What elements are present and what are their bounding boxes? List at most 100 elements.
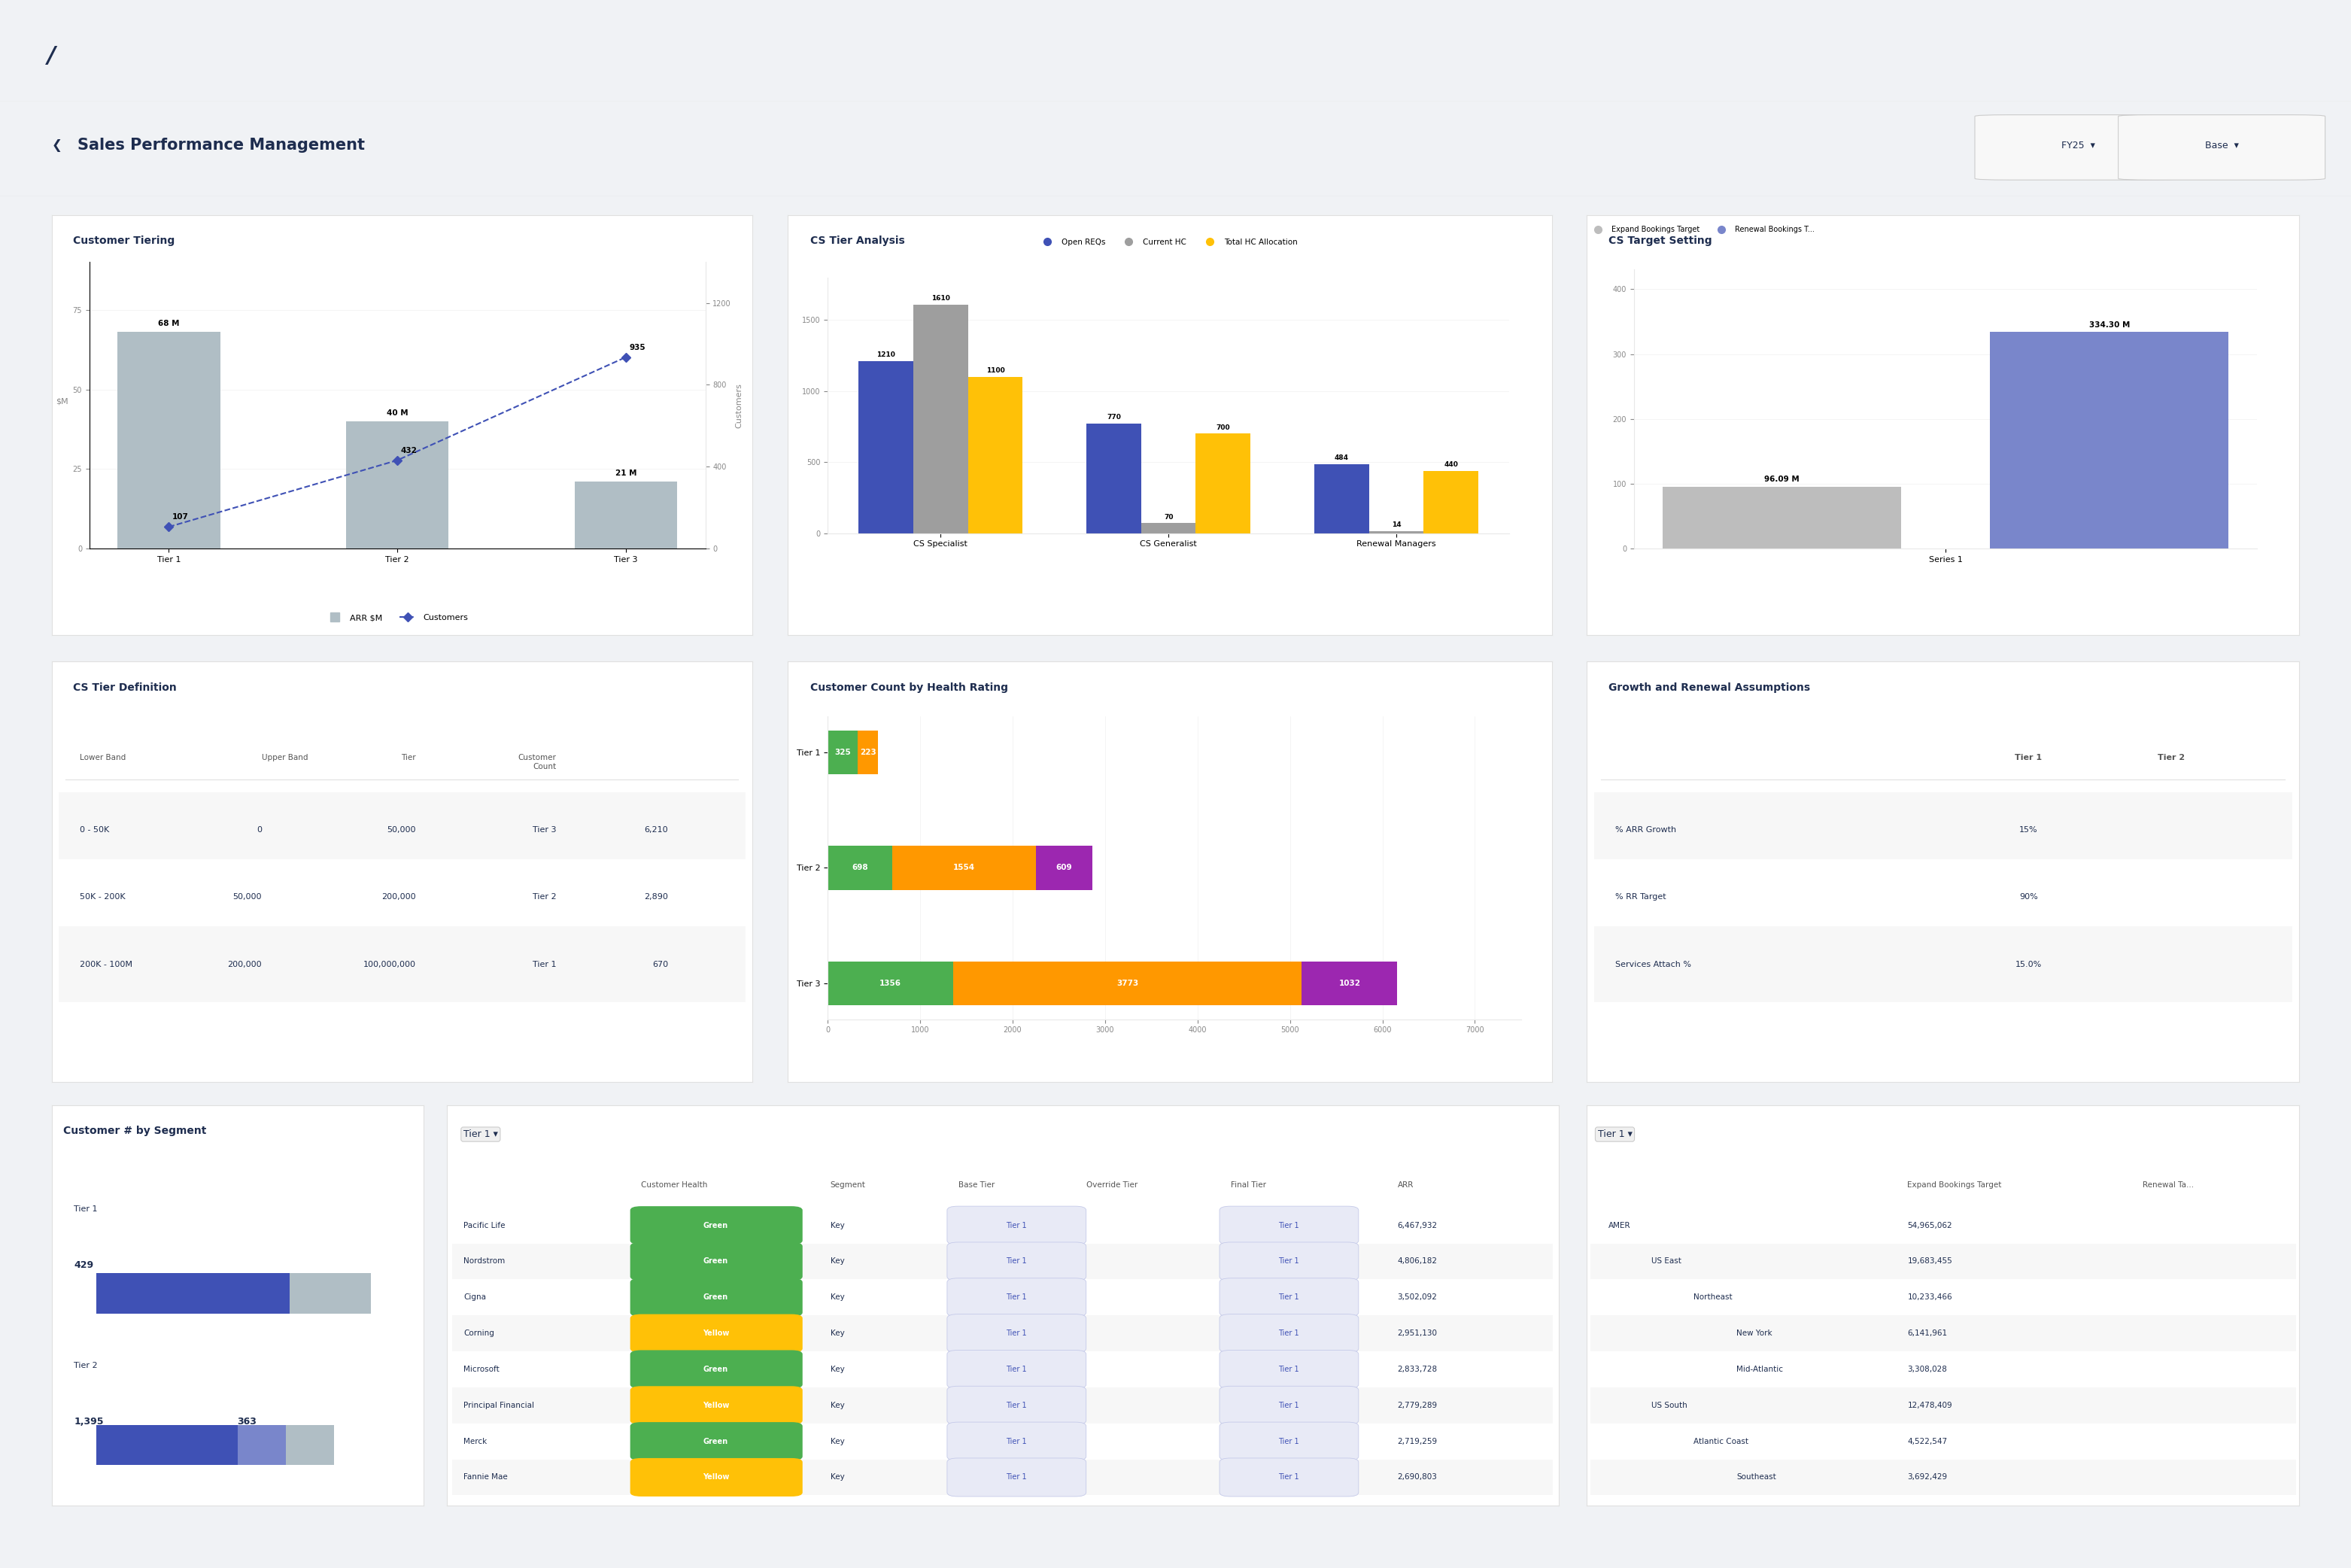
Text: CS Tier Analysis: CS Tier Analysis [811,235,905,246]
Text: Mid-Atlantic: Mid-Atlantic [1737,1366,1782,1374]
Text: 670: 670 [651,961,668,967]
FancyBboxPatch shape [630,1278,802,1317]
Text: 1610: 1610 [931,295,950,301]
FancyBboxPatch shape [1220,1458,1359,1496]
Text: Tier 1: Tier 1 [1279,1221,1298,1229]
Text: Tier 1: Tier 1 [1006,1258,1027,1265]
Text: Tier 1: Tier 1 [1279,1330,1298,1338]
Text: 3,308,028: 3,308,028 [1907,1366,1947,1374]
FancyBboxPatch shape [947,1206,1086,1245]
Bar [574,481,677,549]
Bar [952,961,1302,1005]
FancyBboxPatch shape [2118,114,2325,180]
FancyBboxPatch shape [1594,859,2292,935]
Text: Tier 1: Tier 1 [73,1206,99,1214]
Bar [912,304,969,533]
Bar [969,376,1023,533]
FancyBboxPatch shape [1592,1460,2295,1496]
FancyBboxPatch shape [630,1314,802,1353]
Text: 107: 107 [172,513,188,521]
Text: 1100: 1100 [985,367,1004,375]
FancyBboxPatch shape [1220,1314,1359,1353]
FancyBboxPatch shape [1220,1386,1359,1424]
FancyBboxPatch shape [947,1350,1086,1389]
FancyBboxPatch shape [59,927,745,1002]
FancyBboxPatch shape [630,1206,802,1245]
Text: Key: Key [830,1294,844,1301]
Text: Base Tier: Base Tier [959,1181,994,1189]
Text: Segment: Segment [830,1181,865,1189]
Text: Tier 1: Tier 1 [1006,1438,1027,1446]
Text: 2,779,289: 2,779,289 [1396,1402,1436,1410]
Text: CS Target Setting: CS Target Setting [1608,235,1712,246]
Text: Green: Green [703,1221,729,1229]
Text: 0 - 50K: 0 - 50K [80,826,108,834]
Text: Lower Band: Lower Band [80,754,127,762]
Text: Pacific Life: Pacific Life [463,1221,505,1229]
Text: 3773: 3773 [1117,980,1138,988]
Text: 6,467,932: 6,467,932 [1396,1221,1436,1229]
Text: Tier 1: Tier 1 [1006,1402,1027,1410]
Text: Key: Key [830,1402,844,1410]
Text: 12,478,409: 12,478,409 [1907,1402,1951,1410]
Text: 609: 609 [1056,864,1072,872]
FancyBboxPatch shape [947,1386,1086,1424]
FancyBboxPatch shape [1220,1350,1359,1389]
Text: 4,806,182: 4,806,182 [1396,1258,1436,1265]
Bar [828,731,858,775]
Text: % RR Target: % RR Target [1615,894,1667,900]
Legend: ARR $M, Customers: ARR $M, Customers [324,612,470,626]
Text: 96.09 M: 96.09 M [1763,475,1799,483]
Text: Green: Green [703,1366,729,1374]
Text: 50,000: 50,000 [233,894,261,900]
Text: Yellow: Yellow [703,1474,729,1482]
FancyBboxPatch shape [1592,1424,2295,1460]
Text: Green: Green [703,1294,729,1301]
Text: 363: 363 [237,1416,256,1427]
FancyBboxPatch shape [96,1425,237,1465]
Text: 484: 484 [1335,455,1349,461]
FancyBboxPatch shape [451,1388,1554,1424]
FancyBboxPatch shape [59,859,745,935]
Text: 1,395: 1,395 [73,1416,103,1427]
FancyBboxPatch shape [947,1278,1086,1317]
Bar [828,845,891,891]
FancyBboxPatch shape [451,1460,1554,1496]
Text: 6,210: 6,210 [644,826,668,834]
Text: Tier 1: Tier 1 [1279,1294,1298,1301]
Text: 223: 223 [860,748,877,756]
Bar [1314,464,1368,533]
Text: Services Attach %: Services Attach % [1615,961,1690,967]
Text: US South: US South [1650,1402,1688,1410]
Text: Tier 2: Tier 2 [531,894,557,900]
Text: Tier 1: Tier 1 [1279,1474,1298,1482]
Text: Key: Key [830,1366,844,1374]
Text: 200K - 100M: 200K - 100M [80,961,132,967]
Text: 2,951,130: 2,951,130 [1396,1330,1436,1338]
FancyBboxPatch shape [947,1242,1086,1281]
Bar [1368,532,1425,533]
Text: 15%: 15% [2020,826,2038,834]
Text: 6,141,961: 6,141,961 [1907,1330,1947,1338]
FancyBboxPatch shape [630,1458,802,1496]
FancyBboxPatch shape [96,1273,289,1314]
Bar [1662,486,1900,549]
Text: 935: 935 [630,343,647,351]
Bar [1425,470,1479,533]
Legend: Open REQs, Current HC, Total HC Allocation: Open REQs, Current HC, Total HC Allocati… [1037,235,1300,249]
Text: 10,233,466: 10,233,466 [1907,1294,1951,1301]
FancyBboxPatch shape [1592,1316,2295,1352]
FancyBboxPatch shape [1592,1279,2295,1316]
Text: Sales Performance Management: Sales Performance Management [78,138,364,154]
FancyBboxPatch shape [59,792,745,867]
FancyBboxPatch shape [1975,114,2182,180]
Text: 0: 0 [256,826,261,834]
Text: 100,000,000: 100,000,000 [364,961,416,967]
Bar [346,422,449,549]
Text: Merck: Merck [463,1438,487,1446]
Text: Tier 1: Tier 1 [531,961,557,967]
Text: Green: Green [703,1258,729,1265]
Text: 54,965,062: 54,965,062 [1907,1221,1951,1229]
Text: % ARR Growth: % ARR Growth [1615,826,1676,834]
FancyBboxPatch shape [1592,1207,2295,1243]
